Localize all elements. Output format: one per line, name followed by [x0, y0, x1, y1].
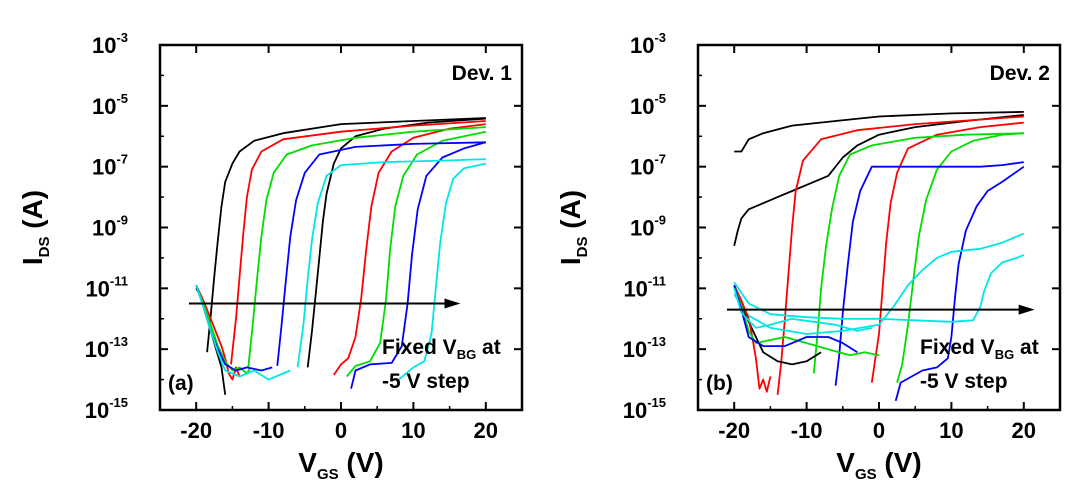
y-tick-label: 10-15 [623, 395, 666, 423]
y-tick-label: 10-9 [92, 213, 128, 241]
x-tick-label: 0 [335, 418, 347, 443]
series-line-2 [733, 114, 1024, 247]
series-line-10 [398, 162, 486, 381]
x-tick-label: 10 [939, 418, 963, 443]
y-tick-label: 10-7 [92, 152, 128, 180]
series-line-6 [346, 130, 486, 378]
series-line-13 [195, 284, 252, 375]
y-axis-title: IDS (A) [17, 190, 53, 265]
series-line-5 [247, 126, 486, 368]
series-line-6 [896, 132, 1024, 383]
series-line-5 [812, 132, 1024, 374]
x-tick-label: -20 [718, 418, 750, 443]
x-tick-label: -10 [791, 418, 823, 443]
series-line-14 [733, 285, 858, 353]
y-tick-label: 10-13 [85, 334, 128, 362]
series-line-4 [333, 123, 486, 376]
chart-panel-1: -20 -10 0 10 20 10-15 10-13 10-11 10-9 10-7 10-5 10… [17, 30, 524, 483]
y-axis-title: IDS (A) [555, 190, 591, 265]
series-line-7 [276, 141, 486, 366]
series-line-1 [734, 111, 1024, 153]
x-tick-label: 0 [873, 418, 885, 443]
series-line-3 [230, 120, 486, 365]
y-tick-label: 10-5 [92, 91, 128, 119]
annotation-line-2: -5 V step [920, 370, 1008, 393]
series-line-9 [296, 158, 486, 368]
annotation-line-1: Fixed VBG at [382, 336, 501, 362]
series-line-9 [733, 232, 1025, 335]
series-line-15 [733, 288, 872, 332]
y-tick-label: 10-9 [630, 213, 666, 241]
y-tick-label: 10-11 [85, 273, 128, 301]
series-line-12 [733, 284, 772, 393]
shift-arrow-head [444, 298, 461, 309]
y-tick-label: 10-5 [630, 91, 666, 119]
panel-label: (b) [706, 372, 733, 395]
x-tick-label: 20 [1012, 418, 1036, 443]
series-line-8 [894, 165, 1025, 402]
device-label: Dev. 2 [990, 62, 1050, 85]
x-axis-title: VGS (V) [836, 447, 921, 483]
annotation-line-1: Fixed VBG at [920, 336, 1039, 362]
y-tick-label: 10-13 [623, 334, 666, 362]
y-tick-label: 10-3 [630, 30, 666, 58]
x-tick-label: -10 [253, 418, 285, 443]
series-line-8 [350, 141, 487, 389]
series-line-3 [776, 115, 1024, 395]
device-label: Dev. 1 [452, 62, 513, 85]
series-line-15 [195, 285, 291, 381]
y-tick-label: 10-7 [630, 152, 666, 180]
x-axis-title: VGS (V) [298, 447, 383, 483]
chart-panel-2: -20 -10 0 10 20 10-15 10-13 10-11 10-9 10-7 10-5 10… [555, 30, 1062, 483]
shift-arrow-head [1018, 304, 1035, 315]
series-line-7 [834, 161, 1024, 386]
series-line-2 [306, 117, 486, 368]
y-tick-label: 10-3 [92, 30, 128, 58]
y-tick-label: 10-15 [85, 395, 128, 423]
panel-label: (a) [168, 372, 194, 395]
x-tick-label: -20 [180, 418, 212, 443]
y-tick-label: 10-11 [623, 273, 666, 301]
x-tick-label: 10 [401, 418, 425, 443]
x-tick-label: 20 [474, 418, 498, 443]
series-line-13 [733, 285, 880, 357]
series-line-4 [870, 121, 1024, 383]
series-line-10 [733, 254, 1025, 323]
annotation-line-2: -5 V step [382, 370, 470, 393]
series-line-1 [206, 117, 486, 353]
